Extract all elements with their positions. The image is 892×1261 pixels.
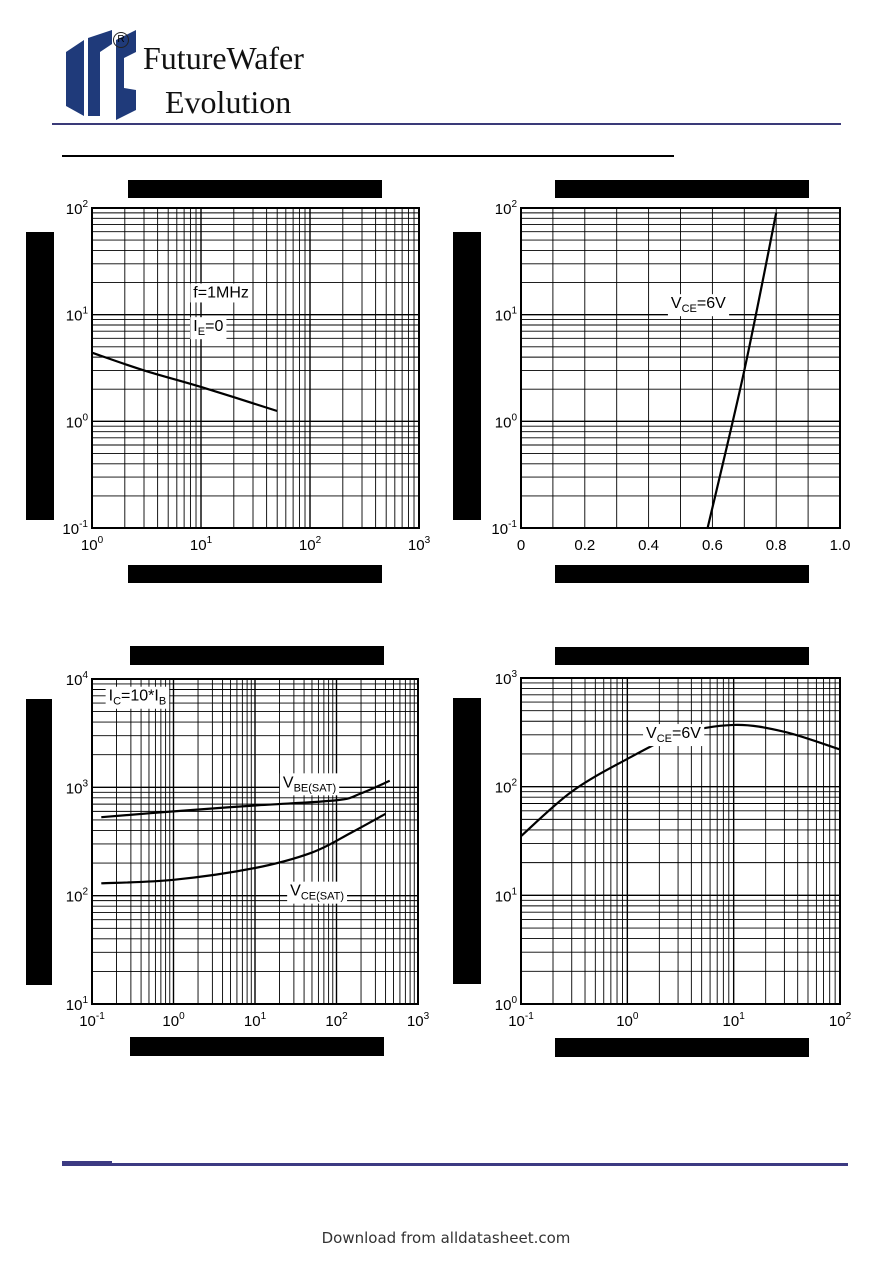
grid bbox=[91, 679, 419, 1004]
y-tick-label: 10-1 bbox=[62, 519, 88, 538]
annotation-background bbox=[190, 317, 227, 340]
y-tick-label: 101 bbox=[495, 886, 518, 905]
y-tick-label: 102 bbox=[66, 887, 89, 906]
y-axis-label-bar bbox=[26, 699, 52, 985]
footer-source: Download from alldatasheet.com bbox=[321, 1229, 571, 1247]
x-tick-label: 0.8 bbox=[766, 537, 787, 554]
brand-name: FutureWafer Evolution bbox=[143, 36, 304, 124]
x-tick-label: 103 bbox=[407, 1011, 430, 1030]
brand-line-1: FutureWafer bbox=[143, 40, 304, 76]
x-axis-label-bar bbox=[555, 1038, 809, 1057]
chart-title-bar bbox=[128, 180, 382, 198]
x-tick-label: 102 bbox=[299, 535, 322, 554]
x-tick-label: 103 bbox=[408, 535, 431, 554]
grid bbox=[521, 208, 840, 528]
y-tick-label: 102 bbox=[495, 778, 518, 797]
x-axis-label-bar bbox=[555, 565, 809, 583]
chart-annotation: VBE(SAT) bbox=[283, 774, 336, 794]
brand-line-2: Evolution bbox=[165, 84, 292, 120]
footer-rule bbox=[62, 1163, 848, 1166]
y-tick-label: 104 bbox=[66, 670, 89, 689]
x-tick-label: 102 bbox=[325, 1011, 348, 1030]
series-line-2 bbox=[101, 812, 387, 885]
x-tick-label: 1.0 bbox=[830, 537, 851, 554]
y-tick-label: 101 bbox=[495, 306, 518, 325]
chart-title-bar bbox=[555, 647, 809, 665]
section-rule bbox=[62, 155, 674, 157]
x-tick-label: 0.2 bbox=[574, 537, 595, 554]
x-tick-label: 0.6 bbox=[702, 537, 723, 554]
x-tick-label: 101 bbox=[723, 1011, 746, 1030]
x-tick-label: 0 bbox=[517, 537, 525, 554]
plot-frame bbox=[520, 677, 841, 1005]
x-tick-label: 100 bbox=[81, 535, 104, 554]
y-axis-label-bar bbox=[453, 698, 481, 984]
y-tick-label: 103 bbox=[66, 778, 89, 797]
y-tick-label: 101 bbox=[66, 306, 89, 325]
series-line-1 bbox=[91, 351, 278, 413]
y-tick-label: 102 bbox=[495, 199, 518, 218]
chart-annotation: f=1MHz bbox=[193, 284, 249, 301]
annotation-background bbox=[643, 724, 705, 747]
plot-frame bbox=[520, 207, 841, 529]
chart-bottom-left: 10-1 100 101 102 103 101 102 103 104 IC=10*IB VBE(… bbox=[26, 646, 430, 1056]
footer-rule-accent bbox=[62, 1161, 112, 1164]
series-line-1 bbox=[706, 212, 778, 529]
annotation-background bbox=[190, 283, 252, 303]
x-tick-label: 10-1 bbox=[79, 1011, 105, 1030]
y-tick-label: 10-1 bbox=[491, 519, 517, 538]
chart-annotation: IE=0 bbox=[193, 318, 223, 338]
y-tick-label: 100 bbox=[66, 412, 89, 431]
x-tick-label: 102 bbox=[829, 1011, 852, 1030]
chart-annotation: VCE=6V bbox=[671, 295, 726, 315]
y-tick-label: 102 bbox=[66, 199, 89, 218]
futurewafer-logo-icon bbox=[66, 30, 136, 120]
chart-top-right: 0 0.2 0.4 0.6 0.8 1.0 10-1 100 101 102 VCE=6V bbox=[453, 180, 851, 583]
chart-annotation: VCE=6V bbox=[646, 725, 701, 745]
chart-title-bar bbox=[130, 646, 384, 665]
y-tick-label: 101 bbox=[66, 995, 89, 1014]
x-axis-label-bar bbox=[128, 565, 382, 583]
chart-annotation: VCE(SAT) bbox=[290, 883, 344, 903]
header-rule bbox=[52, 123, 841, 125]
x-tick-label: 10-1 bbox=[508, 1011, 534, 1030]
y-tick-label: 100 bbox=[495, 412, 518, 431]
y-axis-label-bar bbox=[453, 232, 481, 520]
annotation-background bbox=[667, 294, 730, 317]
annotation-background bbox=[287, 881, 348, 904]
x-tick-label: 101 bbox=[190, 535, 213, 554]
annotation-background bbox=[105, 686, 170, 709]
grid bbox=[91, 208, 420, 528]
y-tick-label: 103 bbox=[495, 669, 518, 688]
series-line-1 bbox=[101, 779, 391, 819]
x-tick-label: 100 bbox=[162, 1011, 185, 1030]
y-axis-label-bar bbox=[26, 232, 54, 520]
y-tick-label: 100 bbox=[495, 995, 518, 1014]
x-tick-label: 101 bbox=[244, 1011, 267, 1030]
registered-mark: R bbox=[113, 32, 129, 48]
plot-frame bbox=[91, 207, 420, 529]
annotation-background bbox=[279, 773, 340, 796]
chart-annotation: IC=10*IB bbox=[109, 688, 167, 708]
plot-frame bbox=[91, 678, 419, 1005]
x-axis-label-bar bbox=[130, 1037, 384, 1056]
x-tick-label: 0.4 bbox=[638, 537, 659, 554]
x-tick-label: 100 bbox=[616, 1011, 639, 1030]
chart-title-bar bbox=[555, 180, 809, 198]
